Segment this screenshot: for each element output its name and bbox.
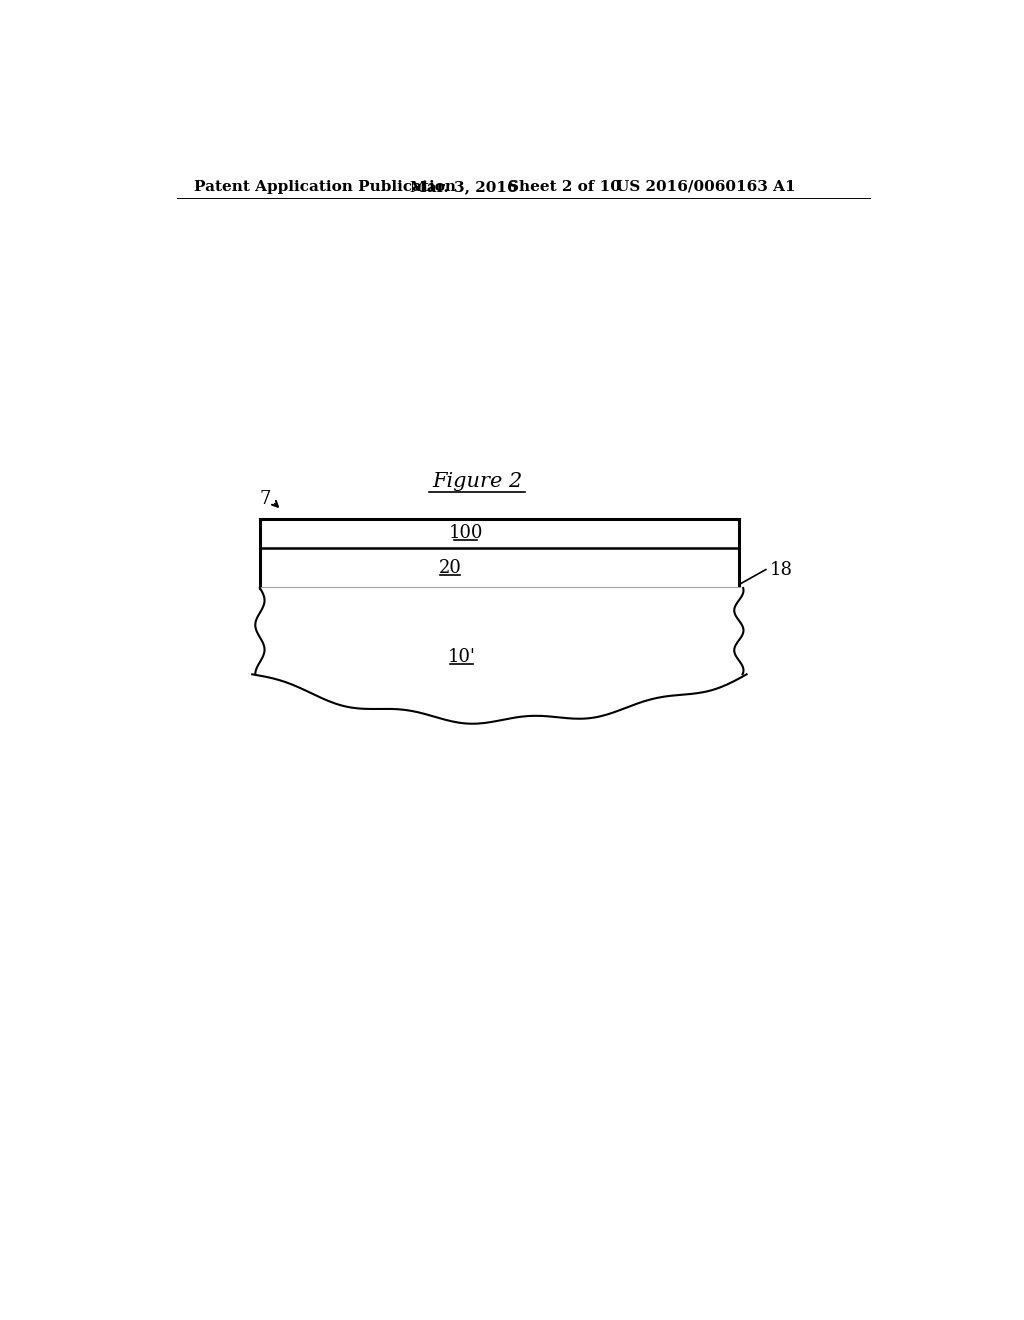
Polygon shape: [252, 589, 746, 723]
Text: 100: 100: [449, 524, 482, 543]
Text: Mar. 3, 2016: Mar. 3, 2016: [410, 180, 518, 194]
Bar: [260, 548, 739, 589]
Text: 10': 10': [447, 648, 475, 667]
Text: 7: 7: [260, 490, 271, 508]
Text: Patent Application Publication: Patent Application Publication: [194, 180, 456, 194]
Text: 18: 18: [770, 561, 793, 578]
Text: Figure 2: Figure 2: [432, 473, 522, 491]
Bar: [260, 519, 739, 548]
Text: US 2016/0060163 A1: US 2016/0060163 A1: [615, 180, 796, 194]
Text: Sheet 2 of 10: Sheet 2 of 10: [508, 180, 621, 194]
Text: 20: 20: [438, 560, 462, 577]
